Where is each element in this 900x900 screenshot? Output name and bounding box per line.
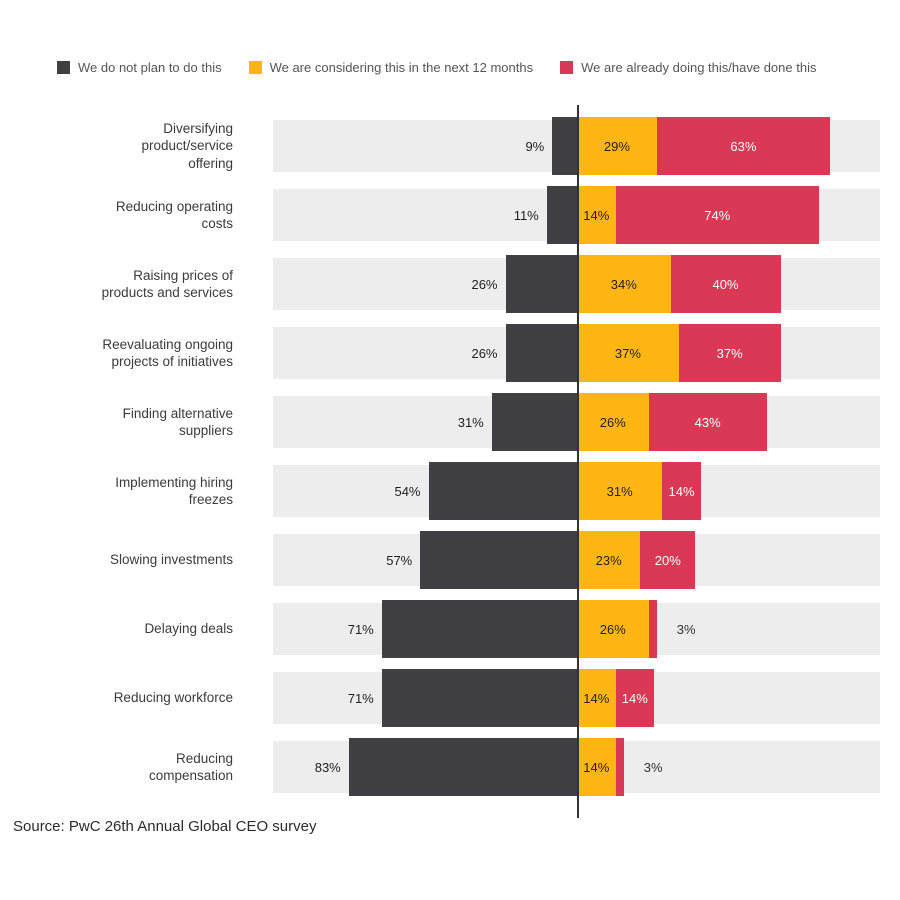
- chart-row: Reevaluating ongoing projects of initiat…: [0, 324, 900, 382]
- bar-segment-already-doing: [648, 393, 767, 451]
- bar-segment-considering: [577, 186, 616, 244]
- value-label-considering: 26%: [599, 621, 626, 637]
- bar-segment-no-plan: [381, 669, 577, 727]
- category-label: Implementing hiring freezes: [115, 474, 233, 507]
- value-label-no-plan: 31%: [457, 414, 484, 430]
- bar-segment-already-doing: [670, 255, 781, 313]
- value-label-considering: 26%: [599, 414, 626, 430]
- bar-segment-no-plan: [381, 600, 577, 658]
- source-caption: Source: PwC 26th Annual Global CEO surve…: [13, 818, 317, 835]
- value-label-no-plan: 26%: [471, 276, 498, 292]
- value-label-considering: 14%: [583, 690, 610, 706]
- category-label: Finding alternative suppliers: [122, 405, 233, 438]
- value-label-already-doing: 14%: [668, 483, 695, 499]
- value-label-already-doing: 63%: [730, 138, 757, 154]
- category-label: Diversifying product/service offering: [141, 121, 233, 171]
- category-label: Reducing compensation: [148, 750, 233, 783]
- bar-segment-considering: [577, 600, 649, 658]
- bar-segment-already-doing: [640, 531, 696, 589]
- bar-segment-already-doing: [615, 738, 624, 796]
- bar-segment-no-plan: [348, 738, 577, 796]
- legend-label-already-doing: We are already doing this/have done this: [581, 59, 817, 75]
- bar-segment-no-plan: [505, 324, 577, 382]
- chart-row: Reducing compensation 83% 14% 3%: [0, 738, 900, 796]
- bar-segment-already-doing: [678, 324, 781, 382]
- category-label: Raising prices of products and services: [101, 267, 233, 300]
- bar-segment-considering: [577, 669, 616, 727]
- legend-swatch-no-plan-icon: [57, 60, 70, 74]
- value-label-already-doing: 74%: [704, 207, 731, 223]
- bar-segment-considering: [577, 462, 663, 520]
- legend-swatch-already-doing-icon: [560, 60, 574, 74]
- bar-segment-already-doing: [656, 117, 830, 175]
- value-label-already-doing: 3%: [676, 621, 696, 637]
- chart-row: Diversifying product/service offering 9% 2…: [0, 117, 900, 175]
- value-label-no-plan: 57%: [386, 552, 413, 568]
- bar-segment-already-doing: [648, 600, 657, 658]
- value-label-considering: 37%: [614, 345, 641, 361]
- legend-label-considering: We are considering this in the next 12 m…: [269, 59, 534, 75]
- legend-item-already-doing: We are already doing this/have done this: [560, 60, 816, 75]
- chart-row: Raising prices of products and services 2…: [0, 255, 900, 313]
- category-label: Reducing workforce: [113, 690, 233, 706]
- bar-segment-considering: [577, 393, 649, 451]
- bar-segment-already-doing: [662, 462, 701, 520]
- value-label-considering: 14%: [583, 759, 610, 775]
- legend-item-considering: We are considering this in the next 12 m…: [248, 59, 534, 75]
- value-label-already-doing: 20%: [654, 552, 681, 568]
- chart-row: Finding alternative suppliers 31% 26% 43%: [0, 393, 900, 451]
- bar-segment-already-doing: [615, 669, 654, 727]
- value-label-no-plan: 11%: [513, 207, 539, 223]
- bar-segment-no-plan: [428, 462, 577, 520]
- value-label-considering: 14%: [583, 207, 610, 223]
- bar-segment-no-plan: [420, 531, 577, 589]
- bar-segment-considering: [577, 255, 671, 313]
- legend-item-no-plan: We do not plan to do this: [57, 60, 222, 75]
- value-label-no-plan: 9%: [525, 138, 545, 154]
- legend-swatch-considering-icon: [248, 60, 262, 74]
- value-label-no-plan: 83%: [314, 759, 341, 775]
- category-label: Reevaluating ongoing projects of initiat…: [102, 336, 233, 369]
- center-axis-line: [577, 105, 579, 818]
- value-label-considering: 29%: [603, 138, 630, 154]
- value-label-considering: 34%: [610, 276, 637, 292]
- bar-segment-no-plan: [505, 255, 577, 313]
- chart-row: Implementing hiring freezes 54% 31% 14%: [0, 462, 900, 520]
- bar-segment-considering: [577, 738, 616, 796]
- bar-segment-considering: [577, 324, 679, 382]
- category-label: Delaying deals: [144, 621, 233, 637]
- value-label-no-plan: 54%: [394, 483, 421, 499]
- value-label-no-plan: 71%: [347, 690, 374, 706]
- value-label-already-doing: 37%: [716, 345, 743, 361]
- chart-row: Reducing workforce 71% 14% 14%: [0, 669, 900, 727]
- value-label-already-doing: 40%: [712, 276, 739, 292]
- value-label-considering: 23%: [595, 552, 622, 568]
- value-label-no-plan: 71%: [347, 621, 374, 637]
- chart-row: Reducing operating costs 11% 14% 74%: [0, 186, 900, 244]
- value-label-already-doing: 43%: [694, 414, 721, 430]
- bar-segment-no-plan: [491, 393, 577, 451]
- bar-segment-no-plan: [552, 117, 577, 175]
- category-label: Slowing investments: [109, 552, 233, 568]
- chart-row: Delaying deals 71% 26% 3%: [0, 600, 900, 658]
- bar-segment-already-doing: [615, 186, 819, 244]
- bar-segment-considering: [577, 117, 657, 175]
- value-label-already-doing: 14%: [621, 690, 648, 706]
- chart-legend: We do not plan to do this We are conside…: [57, 58, 816, 76]
- legend-label-no-plan: We do not plan to do this: [78, 59, 222, 75]
- bar-segment-no-plan: [546, 186, 577, 244]
- chart-row: Slowing investments 57% 23% 20%: [0, 531, 900, 589]
- bar-segment-considering: [577, 531, 641, 589]
- value-label-no-plan: 26%: [471, 345, 498, 361]
- value-label-considering: 31%: [606, 483, 633, 499]
- value-label-already-doing: 3%: [643, 759, 663, 775]
- category-label: Reducing operating costs: [115, 198, 233, 231]
